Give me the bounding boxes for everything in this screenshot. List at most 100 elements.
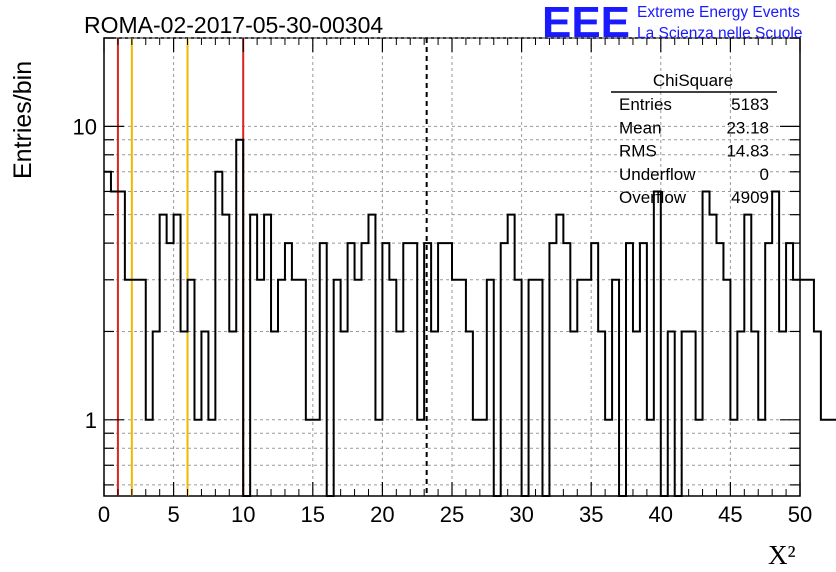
x-tick-label: 20 [370,502,394,527]
logo-line-1: Extreme Energy Events [637,4,800,21]
histogram-bin [549,243,556,496]
histogram-bin [744,215,751,496]
histogram-bin [737,331,744,496]
x-tick-label: 25 [440,502,464,527]
histogram-bin [793,280,800,496]
histogram-bin [125,280,132,496]
x-tick-label: 50 [788,502,812,527]
histogram-bin [682,331,689,496]
histogram-bin [181,331,188,496]
histogram-bin [536,280,543,496]
histogram-bin [299,280,306,496]
histogram-bin [703,191,710,496]
histogram-bin [167,243,174,496]
x-tick-label: 0 [98,502,110,527]
histogram-bin [591,243,598,496]
histogram-bin [445,243,452,496]
histogram-bin [236,140,243,496]
histogram-bin [640,243,647,496]
histogram-bin [501,243,508,496]
histogram-bin [104,172,111,496]
histogram-bin [431,331,438,496]
histogram-bin [584,280,591,496]
histogram-bin [285,243,292,496]
stats-title: ChiSquare [653,71,733,90]
x-tick-label: 45 [718,502,742,527]
histogram-bin [598,331,605,496]
histogram-bin [570,331,577,496]
histogram-bin [396,331,403,496]
histogram-bin [459,280,466,496]
histogram-bin [222,215,229,496]
histogram-bin [389,280,396,496]
x-tick-label: 15 [301,502,325,527]
histogram-bin [563,243,570,496]
logo: EEE [542,0,630,47]
histogram-bin [821,420,828,496]
histogram-bin [668,331,675,496]
histogram-bin [807,280,814,496]
histogram-bin [278,280,285,496]
logo-line-2: La Scienza nelle Scuole [637,25,802,42]
histogram-bin [612,280,619,496]
stats-label: Entries [619,95,672,114]
histogram-bin [772,191,779,496]
y-axis-label: Entries/bin [9,61,37,179]
histogram-bin [362,243,369,496]
stats-value: 23.18 [726,118,769,137]
histogram-bin [348,243,355,496]
histogram-bin [828,420,835,496]
x-tick-label: 10 [231,502,255,527]
stats-value: 4909 [731,188,769,207]
x-tick-label: 40 [649,502,673,527]
histogram-bin [452,280,459,496]
histogram-bin [529,280,536,496]
histogram-bin [188,280,195,496]
histogram-bin [118,191,125,496]
histogram-bin [765,243,772,496]
vertical-reference-lines [116,38,428,496]
histogram-bin [382,243,389,496]
histogram-bin [689,331,696,496]
histogram-bin [320,243,327,496]
histogram-bin [160,215,167,496]
histogram-bin [271,331,278,496]
histogram-bin [292,280,299,496]
stats-box: ChiSquare Entries 5183 Mean 23.18 RMS 14.83 Un… [611,71,777,207]
histogram-bin [334,280,341,496]
stats-label: Overflow [619,188,687,207]
histogram-bin [654,191,661,496]
histogram-bin [814,331,821,496]
histogram-bin [508,215,515,496]
histogram-bin [751,331,758,496]
x-tick-label: 5 [167,502,179,527]
histogram-bin [410,243,417,496]
histogram-bin [466,331,473,496]
histogram-bin [355,280,362,496]
histogram-bin [716,243,723,496]
x-tick-label: 35 [579,502,603,527]
x-axis-label: X² [768,540,796,570]
histogram-bin [229,331,236,496]
histogram-bin [215,172,222,496]
histogram-bars [104,138,836,497]
histogram-bin [403,243,410,496]
histogram-bin [132,280,139,496]
histogram-bin [368,215,375,496]
histogram-bin [438,243,445,496]
histogram-bin [139,280,146,496]
histogram-bin [257,280,264,496]
x-tick-label: 30 [509,502,533,527]
stats-value: 5183 [731,95,769,114]
y-tick-label: 1 [85,408,97,433]
histogram-bin [341,331,348,496]
histogram-bin [201,331,208,496]
chart-title: ROMA-02-2017-05-30-00304 [84,12,383,38]
histogram-bin [786,243,793,496]
histogram-bin [174,215,181,496]
stats-label: Underflow [619,165,696,184]
histogram-bin [723,280,730,496]
stats-value: 14.83 [726,142,769,161]
histogram-bin [633,331,640,496]
